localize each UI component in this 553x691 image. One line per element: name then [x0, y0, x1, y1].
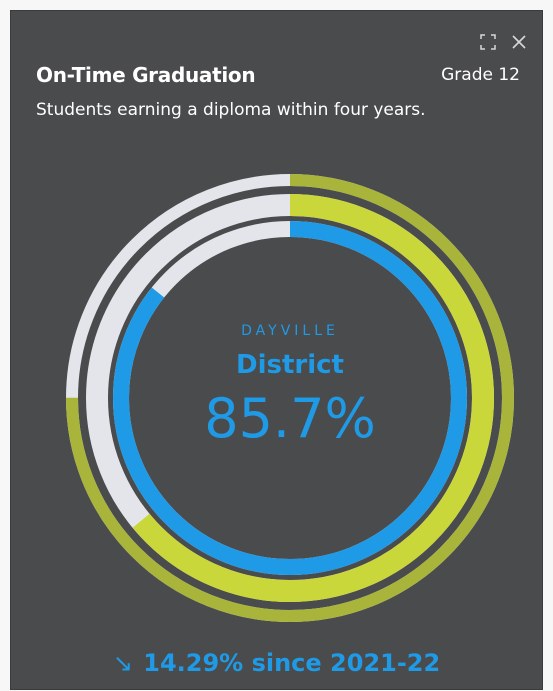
ring-progress-middle — [86, 194, 494, 602]
center-label: DAYVILLE — [241, 323, 339, 339]
center-value: 85.7% — [204, 387, 376, 450]
expand-icon[interactable] — [477, 31, 499, 53]
card-subtitle: Students earning a diploma within four y… — [36, 100, 426, 120]
grade-label: Grade 12 — [441, 65, 520, 85]
trend-footer: ↘ 14.29% since 2021-22 — [11, 649, 542, 677]
radial-progress-chart: DAYVILLE District 85.7% — [66, 174, 514, 622]
graduation-card: On-Time Graduation Grade 12 Students ear… — [10, 10, 543, 690]
ring-progress-outer — [66, 174, 514, 622]
trend-text: 14.29% since 2021-22 — [143, 649, 441, 677]
ring-progress-inner — [113, 221, 467, 575]
close-icon[interactable] — [508, 31, 530, 53]
center-entity: District — [236, 350, 344, 380]
card-title: On-Time Graduation — [36, 63, 256, 87]
trend-down-icon: ↘ — [112, 649, 133, 677]
